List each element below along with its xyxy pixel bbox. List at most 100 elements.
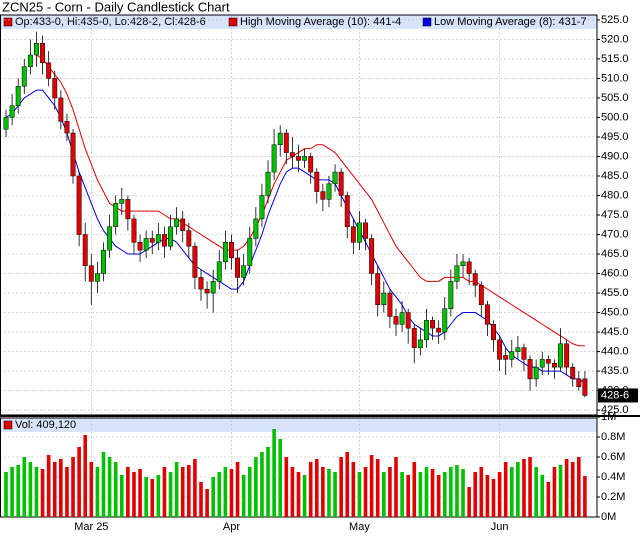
volume-bar — [430, 469, 435, 517]
volume-bar — [4, 472, 8, 517]
y-tick-label: 485.0 — [601, 170, 629, 182]
chart-title: ZCN25 - Corn - Daily Candlestick Chart — [2, 0, 230, 14]
volume-bar — [442, 472, 447, 517]
volume-bar — [455, 465, 459, 517]
candle-body — [161, 234, 167, 247]
candle-body — [393, 316, 399, 325]
volume-bar — [345, 452, 350, 517]
volume-bar — [570, 462, 575, 517]
volume-bar — [583, 476, 587, 517]
candle-body — [363, 222, 368, 239]
y-tick-label: 510.0 — [601, 72, 629, 84]
candle-body — [235, 257, 241, 278]
volume-bar — [168, 472, 173, 517]
candle-body — [21, 66, 27, 87]
volume-bar — [400, 472, 404, 517]
y-tick-label: 505.0 — [601, 92, 629, 104]
candle-body — [186, 230, 192, 247]
candle-body — [82, 234, 88, 266]
candle-body — [454, 265, 460, 282]
volume-bar — [552, 467, 557, 517]
volume-bar — [193, 459, 197, 517]
volume-bar — [205, 489, 209, 517]
volume-bar — [144, 477, 148, 517]
volume-bar — [247, 467, 252, 517]
candle-body — [198, 277, 204, 290]
volume-bar — [101, 452, 106, 517]
volume-bar — [235, 462, 240, 517]
candle-body — [381, 292, 387, 305]
candle-body — [344, 195, 350, 227]
x-tick-label: Apr — [223, 521, 240, 533]
volume-bar — [223, 467, 228, 517]
volume-bar — [284, 457, 289, 517]
volume-bar — [485, 475, 490, 517]
y-tick-label: 455.0 — [601, 287, 629, 299]
candle-body — [210, 281, 216, 294]
candle-body — [229, 242, 234, 259]
candle-body — [216, 261, 222, 282]
candle-body — [558, 343, 563, 368]
volume-bar — [321, 467, 325, 517]
candle-body — [271, 144, 277, 173]
volume-bar — [52, 462, 57, 517]
candle-body — [34, 43, 39, 56]
volume-bar — [28, 462, 33, 517]
volume-bar — [119, 475, 124, 517]
candle-body — [582, 378, 588, 396]
y-tick-label: 475.0 — [601, 209, 629, 221]
volume-bar — [241, 475, 246, 517]
candle-body — [515, 347, 521, 352]
y-tick-label: 515.0 — [601, 53, 629, 65]
candle-body — [58, 97, 64, 122]
candle-body — [88, 265, 94, 282]
volume-bar — [558, 465, 563, 517]
volume-bar — [467, 487, 471, 517]
candle-body — [436, 327, 442, 333]
volume-bar — [126, 467, 130, 517]
volume-bar — [375, 459, 380, 517]
y-tick-label: 465.0 — [601, 248, 629, 260]
volume-bar — [132, 472, 136, 517]
y-tick-label: 0.4M — [601, 471, 625, 483]
volume-bar — [22, 457, 27, 517]
candle-body — [478, 284, 484, 305]
y-tick-label: 460.0 — [601, 267, 629, 279]
candle-body — [180, 218, 186, 231]
y-tick-label: 450.0 — [601, 306, 629, 318]
candle-body — [570, 366, 576, 380]
candle-body — [326, 183, 332, 200]
volume-bar — [211, 477, 215, 517]
volume-bar — [89, 462, 94, 517]
legend-label: Low Moving Average (8): 431-7 — [434, 16, 587, 28]
candle-body — [539, 359, 545, 368]
candle-body — [70, 132, 76, 177]
candle-body — [46, 62, 52, 79]
volume-swatch — [3, 420, 13, 430]
y-tick-label: 435.0 — [601, 365, 629, 377]
candle-body — [15, 85, 21, 106]
volume-bar — [406, 475, 410, 517]
volume-bar — [546, 482, 551, 517]
candle-body — [174, 218, 180, 227]
candle-body — [448, 281, 454, 309]
volume-bar — [534, 467, 538, 517]
candle-body — [527, 359, 533, 380]
volume-bar — [10, 467, 14, 517]
candle-body — [491, 324, 496, 341]
volume-bar — [363, 467, 368, 517]
candle-body — [64, 121, 70, 134]
candle-body — [131, 218, 137, 243]
volume-bar — [40, 469, 45, 517]
volume-bar — [522, 459, 526, 517]
candle-body — [76, 175, 82, 235]
candle-body — [241, 265, 247, 278]
candle-body — [460, 261, 466, 266]
volume-bar — [266, 447, 270, 517]
candle-body — [149, 238, 155, 243]
volume-bar — [290, 467, 295, 517]
volume-bar — [83, 435, 88, 517]
candle-body — [289, 152, 295, 157]
candle-body — [387, 292, 393, 317]
